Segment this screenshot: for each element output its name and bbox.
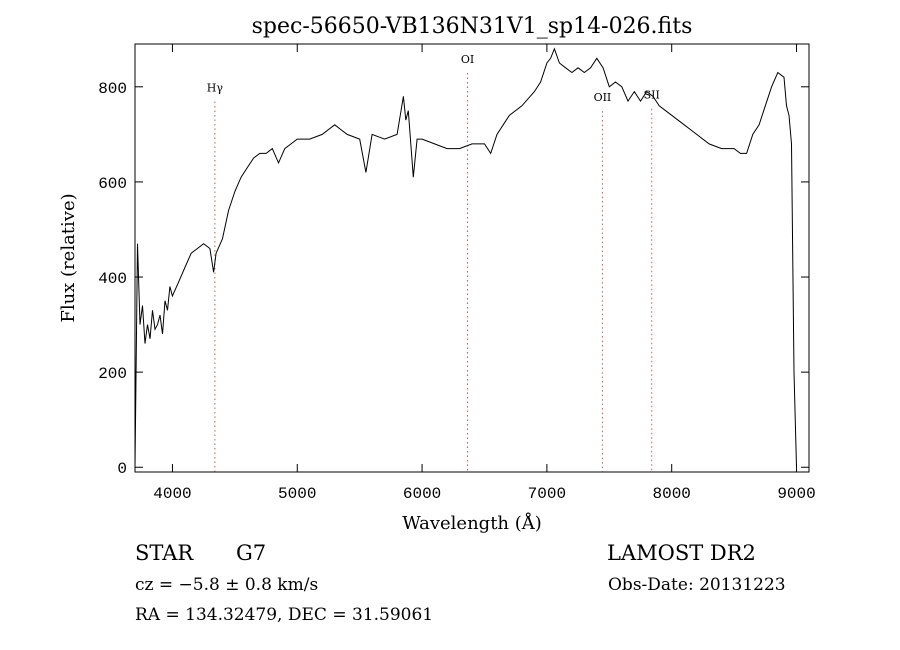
plot-frame	[134, 43, 810, 473]
y-axis-ticks: 0 200 400 600 800	[98, 80, 809, 478]
y-tick-label: 400	[98, 270, 127, 288]
y-tick-label: 800	[98, 80, 127, 98]
y-tick-label: 0	[117, 460, 127, 478]
chart-title: spec-56650-VB136N31V1_sp14-026.fits	[252, 14, 693, 39]
x-tick-label: 6000	[403, 485, 441, 503]
class-label: STAR	[135, 541, 194, 565]
y-tick-label: 200	[98, 365, 127, 383]
subclass-label: G7	[236, 541, 266, 565]
survey-label: LAMOST DR2	[607, 541, 756, 565]
x-tick-label: 7000	[528, 485, 566, 503]
x-tick-label: 4000	[153, 485, 191, 503]
cz-text: cz = −5.8 ± 0.8 km/s	[135, 575, 318, 595]
obs-date-text: Obs-Date: 20131223	[608, 575, 786, 595]
x-tick-label: 9000	[777, 485, 815, 503]
marker-label: OII	[594, 91, 612, 104]
y-axis-label: Flux (relative)	[58, 193, 79, 322]
x-axis-ticks: 4000 5000 6000 7000 8000 9000	[153, 44, 816, 503]
spectrum-line	[134, 47, 797, 468]
marker-label: Hγ	[207, 82, 224, 95]
radec-text: RA = 134.32479, DEC = 31.59061	[135, 605, 433, 625]
marker-label: OI	[461, 53, 474, 66]
x-tick-label: 8000	[653, 485, 691, 503]
x-tick-label: 5000	[278, 485, 316, 503]
x-axis-label: Wavelength (Å)	[402, 512, 542, 534]
y-tick-label: 600	[98, 175, 127, 193]
